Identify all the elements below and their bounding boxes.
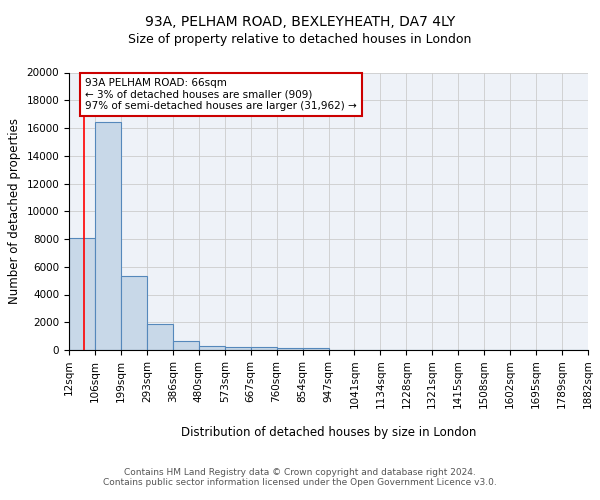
Text: 93A PELHAM ROAD: 66sqm
← 3% of detached houses are smaller (909)
97% of semi-det: 93A PELHAM ROAD: 66sqm ← 3% of detached … [85,78,357,112]
Bar [147,324,173,350]
Bar [225,347,251,350]
Bar [277,348,302,350]
Bar [95,122,121,350]
Bar [251,347,277,350]
Text: Size of property relative to detached houses in London: Size of property relative to detached ho… [128,34,472,46]
Bar [173,340,199,350]
Bar [121,276,147,350]
Bar [302,348,329,350]
Bar [199,346,224,350]
Text: 93A, PELHAM ROAD, BEXLEYHEATH, DA7 4LY: 93A, PELHAM ROAD, BEXLEYHEATH, DA7 4LY [145,16,455,30]
Text: Contains HM Land Registry data © Crown copyright and database right 2024.
Contai: Contains HM Land Registry data © Crown c… [103,468,497,487]
Bar [69,238,95,350]
Text: Distribution of detached houses by size in London: Distribution of detached houses by size … [181,426,476,439]
Y-axis label: Number of detached properties: Number of detached properties [8,118,21,304]
